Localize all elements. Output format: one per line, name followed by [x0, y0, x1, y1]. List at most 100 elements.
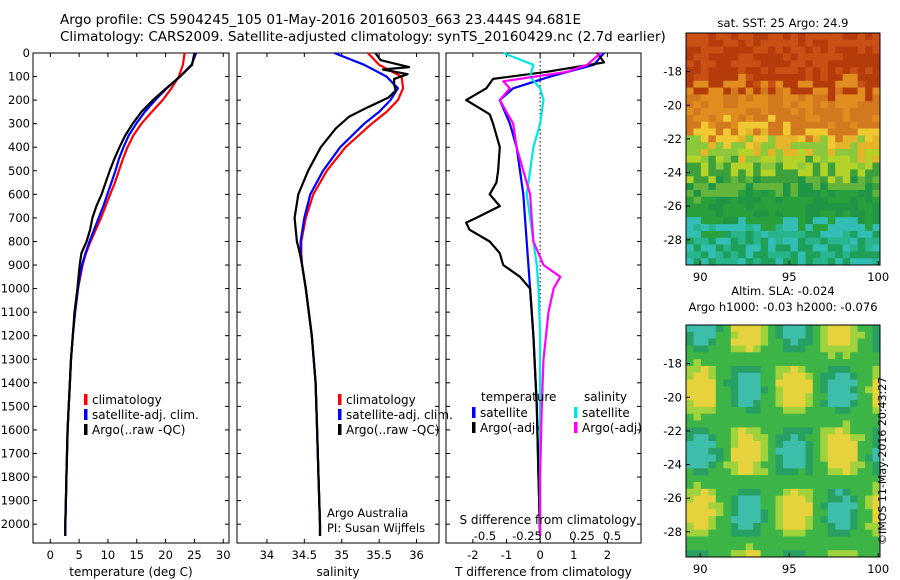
map-cell — [738, 325, 747, 333]
map-cell — [812, 203, 821, 211]
map-cell — [708, 550, 717, 558]
map-cell — [708, 536, 717, 544]
map-cell — [708, 33, 717, 41]
map-cell — [723, 427, 732, 435]
map-cell — [797, 142, 806, 150]
map-cell — [700, 155, 709, 164]
legend-temperature-1-label: satellite-adj. clim. — [92, 408, 199, 422]
map-cell — [865, 189, 874, 198]
map-cell — [872, 386, 881, 394]
map-cell — [708, 258, 717, 266]
map-cell — [693, 73, 702, 82]
map-cell — [745, 338, 754, 346]
map-cell — [865, 406, 874, 415]
map-cell — [812, 468, 821, 476]
x-tick-label: 0 — [536, 548, 543, 562]
map-cell — [700, 359, 709, 367]
map-cell — [753, 461, 762, 469]
map-cell — [745, 217, 754, 225]
map-cell — [842, 393, 851, 401]
map-cell — [686, 169, 694, 177]
figure-title-line-2: Climatology: CARS2009. Satellite-adjuste… — [60, 29, 666, 45]
map-cell — [738, 60, 747, 68]
map-cell — [835, 475, 844, 483]
map-cell — [783, 176, 791, 184]
map-cell — [783, 495, 791, 503]
map-cell — [865, 345, 874, 353]
map-cell — [820, 331, 829, 340]
map-cell — [730, 60, 739, 68]
map-cell — [812, 529, 821, 537]
map-cell — [820, 447, 829, 456]
map-cell — [775, 468, 784, 476]
map-cell — [745, 441, 754, 449]
map-cell — [715, 434, 724, 442]
map-cell — [827, 67, 836, 75]
map-cell — [753, 251, 762, 259]
map-cell — [827, 325, 836, 333]
map-cell — [693, 413, 702, 421]
map-cell — [708, 372, 717, 381]
map-cell — [835, 142, 844, 150]
map-cell — [872, 237, 881, 245]
map-cell — [857, 210, 866, 218]
map-cell — [805, 251, 814, 259]
map-cell — [812, 39, 821, 48]
map-cell — [835, 543, 844, 551]
sla-map-title-line-1: Altim. SLA: -0.024 — [731, 284, 835, 298]
map-cell — [872, 420, 881, 428]
map-cell — [745, 80, 754, 89]
map-cell — [753, 516, 762, 524]
map-cell — [783, 237, 791, 245]
map-cell — [708, 176, 717, 184]
map-cell — [723, 365, 732, 374]
map-cell — [693, 536, 702, 544]
map-cell — [768, 468, 777, 476]
map-cell — [805, 468, 814, 476]
map-cell — [775, 121, 784, 129]
x-tick-label: -2 — [467, 548, 478, 562]
map-cell — [708, 434, 717, 442]
map-cell — [827, 359, 836, 367]
map-cell — [790, 529, 799, 537]
map-cell — [745, 258, 754, 266]
map-cell — [805, 183, 814, 191]
map-cell — [842, 237, 851, 245]
map-cell — [865, 251, 874, 259]
map-cell — [730, 162, 739, 170]
map-cell — [723, 67, 732, 75]
map-cell — [865, 379, 874, 387]
map-cell — [812, 258, 821, 266]
map-cell — [715, 101, 724, 109]
map-cell — [827, 495, 836, 503]
map-cell — [745, 516, 754, 524]
map-cell — [783, 203, 791, 211]
legend-diff-sal-sat-swatch — [574, 407, 578, 418]
map-cell — [850, 359, 859, 367]
map-cell — [812, 420, 821, 428]
map-cell — [723, 345, 732, 353]
map-cell — [820, 108, 829, 116]
sla-map — [686, 325, 881, 558]
map-cell — [850, 121, 859, 129]
map-cell — [693, 94, 702, 102]
map-cell — [790, 244, 799, 252]
map-cell — [738, 203, 747, 211]
map-cell — [686, 142, 694, 150]
map-cell — [865, 169, 874, 177]
map-cell — [872, 529, 881, 537]
map-cell — [693, 550, 702, 558]
map-cell — [827, 169, 836, 177]
map-cell — [797, 114, 806, 123]
map-cell — [723, 522, 732, 531]
depth-tick-label: 0 — [23, 46, 30, 60]
map-cell — [842, 108, 851, 116]
map-cell — [797, 481, 806, 490]
map-cell — [865, 325, 874, 333]
map-cell — [715, 331, 724, 340]
map-cell — [812, 94, 821, 102]
map-cell — [775, 379, 784, 387]
map-cell — [738, 420, 747, 428]
map-cell — [790, 224, 799, 232]
map-cell — [760, 413, 769, 421]
